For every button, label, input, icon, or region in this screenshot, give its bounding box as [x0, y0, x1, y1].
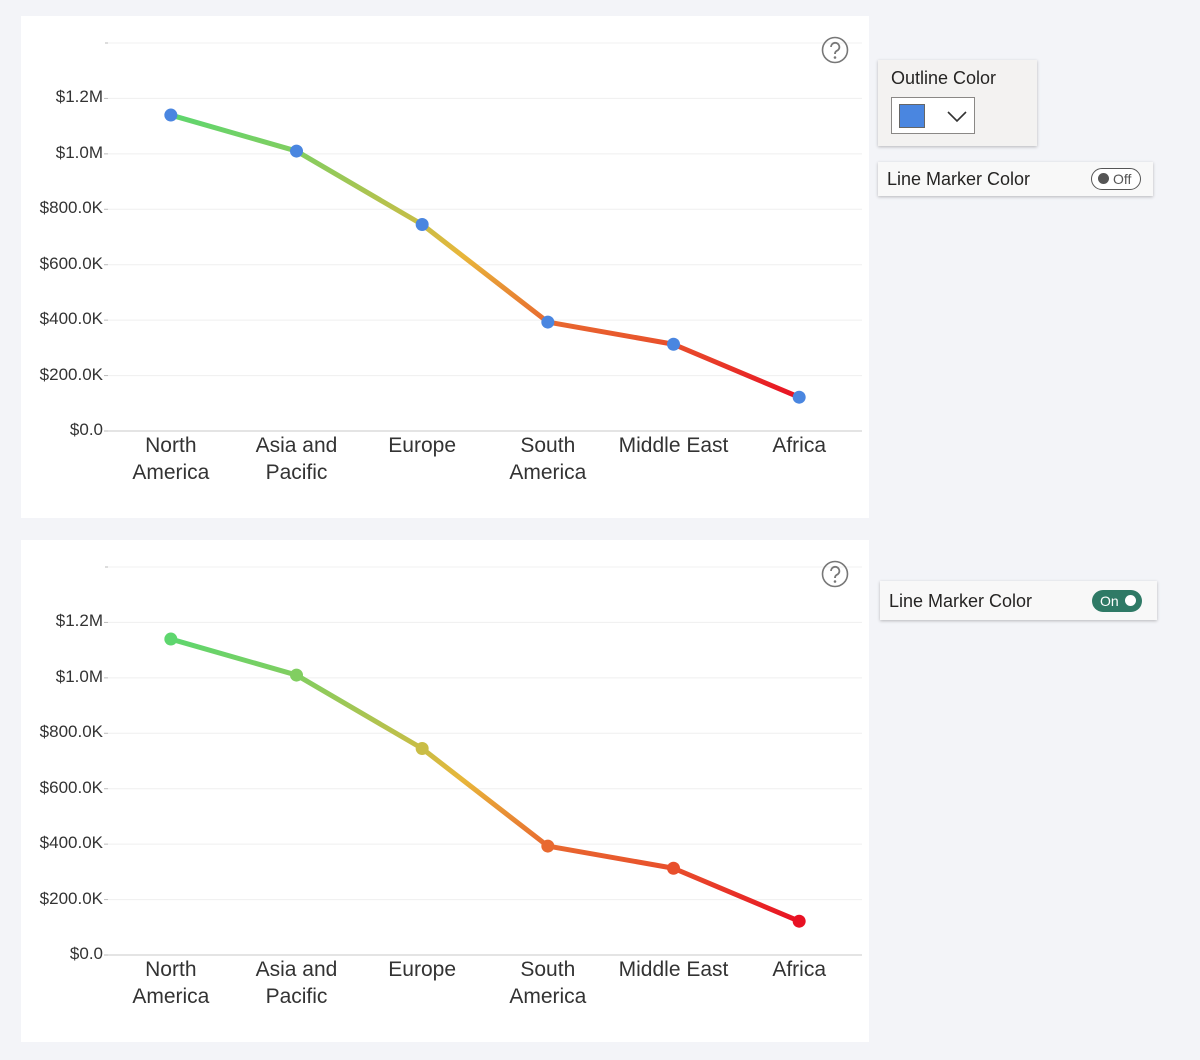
outline-color-panel: Outline Color	[878, 60, 1037, 146]
x-tick-label: Europe	[388, 434, 457, 457]
chart	[104, 560, 862, 956]
x-tick-label: South America	[509, 434, 587, 484]
help-circle	[821, 560, 849, 588]
marker	[164, 632, 178, 646]
y-tick-label: $200.0K	[39, 888, 103, 908]
help-glyph	[830, 565, 841, 579]
toggle[interactable]: Off	[1091, 168, 1141, 190]
y-tick-label: $400.0K	[39, 833, 103, 853]
marker	[290, 144, 303, 158]
marker	[164, 108, 178, 122]
y-tick-label: $0.0	[69, 420, 103, 439]
help-icon[interactable]	[821, 560, 849, 588]
y-tick-label: $600.0K	[39, 777, 103, 797]
color-picker[interactable]	[891, 97, 975, 134]
x-tick-label: Africa	[772, 958, 826, 981]
toggle[interactable]: On	[1092, 590, 1142, 612]
y-tick-label: $400.0K	[39, 309, 103, 329]
chart	[104, 36, 862, 432]
chevron	[947, 111, 967, 123]
panel-label: Line Marker Color	[889, 591, 1033, 611]
marker	[541, 839, 555, 853]
color-swatch	[899, 104, 925, 128]
help-icon[interactable]	[821, 36, 849, 64]
marker	[792, 390, 806, 404]
y-tick-label: $1.2M	[55, 611, 103, 631]
x-tick-label: North America	[132, 434, 210, 484]
toggle-knob	[1125, 595, 1136, 606]
y-tick-label: $200.0K	[39, 364, 103, 384]
x-tick-label: Asia and Pacific	[255, 434, 338, 484]
marker	[792, 914, 806, 928]
x-tick-label: Africa	[772, 434, 826, 457]
marker	[541, 315, 555, 329]
line-marker-panel: Line Marker Color Off	[878, 162, 1153, 196]
x-tick-label: South America	[509, 958, 587, 1008]
marker	[415, 742, 429, 756]
help-dot	[833, 580, 837, 583]
marker	[667, 337, 680, 351]
chart-card: $0.0 $200.0K $400.0K $600.0K $800.0K $1.0M $1.…	[21, 540, 869, 1042]
x-tick-label: Asia and Pacific	[255, 958, 338, 1008]
y-tick-label: $800.0K	[39, 198, 103, 218]
x-tick-label: Europe	[388, 958, 457, 981]
y-tick-label: $600.0K	[39, 253, 103, 273]
y-tick-label: $1.0M	[55, 666, 103, 686]
y-tick-label: $800.0K	[39, 722, 103, 742]
help-circle	[821, 36, 849, 64]
marker	[290, 668, 303, 682]
toggle-knob	[1098, 173, 1109, 184]
line	[168, 112, 802, 400]
toggle-text: On	[1100, 593, 1119, 609]
help-glyph	[830, 41, 841, 55]
chart-card: $0.0 $200.0K $400.0K $600.0K $800.0K $1.0M $1.…	[21, 16, 869, 518]
help-dot	[833, 56, 837, 59]
panel-label: Line Marker Color	[887, 169, 1031, 189]
y-tick-label: $1.2M	[55, 87, 103, 107]
toggle-text: Off	[1113, 171, 1132, 187]
x-tick-label: Middle East	[618, 958, 729, 981]
x-tick-label: Middle East	[618, 434, 729, 457]
line-marker-panel: Line Marker Color On	[880, 581, 1157, 620]
marker	[667, 861, 680, 875]
marker	[415, 218, 429, 232]
y-tick-label: $1.0M	[55, 142, 103, 162]
y-tick-label: $0.0	[69, 944, 103, 963]
line	[168, 636, 802, 924]
x-tick-label: North America	[132, 958, 210, 1008]
panel-label: Outline Color	[891, 68, 997, 88]
